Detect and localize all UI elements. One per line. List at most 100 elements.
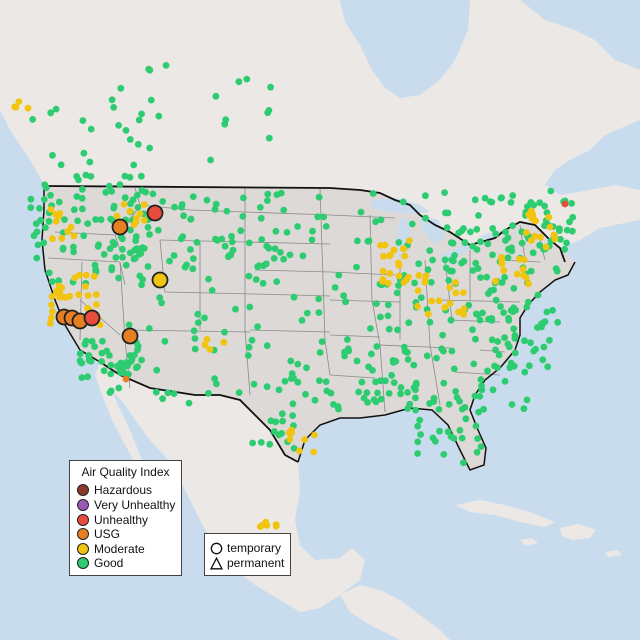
monitor-marker[interactable]: [92, 216, 99, 223]
monitor-marker[interactable]: [107, 361, 115, 369]
monitor-marker[interactable]: [130, 161, 138, 169]
monitor-marker[interactable]: [452, 289, 460, 297]
monitor-marker[interactable]: [263, 342, 271, 350]
monitor-marker[interactable]: [547, 187, 555, 195]
monitor-marker[interactable]: [237, 227, 245, 235]
monitor-marker[interactable]: [127, 200, 134, 208]
monitor-marker[interactable]: [367, 325, 374, 332]
monitor-marker[interactable]: [131, 351, 138, 359]
monitor-marker[interactable]: [78, 374, 86, 381]
monitor-marker[interactable]: [556, 225, 563, 233]
monitor-marker[interactable]: [299, 252, 307, 260]
monitor-marker[interactable]: [422, 192, 429, 200]
monitor-marker[interactable]: [245, 272, 253, 280]
monitor-marker[interactable]: [492, 296, 500, 304]
monitor-marker[interactable]: [395, 272, 403, 280]
monitor-marker[interactable]: [133, 191, 141, 199]
monitor-marker[interactable]: [126, 173, 134, 181]
monitor-marker[interactable]: [410, 361, 418, 369]
monitor-marker[interactable]: [472, 259, 480, 267]
monitor-marker[interactable]: [335, 271, 343, 279]
monitor-marker[interactable]: [131, 254, 139, 262]
monitor-marker[interactable]: [401, 348, 409, 355]
monitor-marker[interactable]: [421, 278, 429, 286]
monitor-marker[interactable]: [439, 331, 446, 339]
monitor-marker[interactable]: [470, 360, 478, 368]
monitor-marker[interactable]: [171, 203, 178, 211]
monitor-marker[interactable]: [414, 287, 422, 294]
monitor-marker[interactable]: [288, 370, 296, 377]
monitor-marker[interactable]: [481, 194, 489, 202]
monitor-marker[interactable]: [29, 116, 37, 123]
monitor-marker[interactable]: [87, 125, 95, 133]
monitor-marker[interactable]: [484, 240, 492, 248]
monitor-marker[interactable]: [412, 381, 420, 388]
monitor-marker[interactable]: [315, 309, 323, 316]
monitor-marker[interactable]: [81, 340, 89, 348]
monitor-marker[interactable]: [455, 308, 462, 316]
monitor-marker[interactable]: [138, 281, 146, 289]
monitor-marker[interactable]: [166, 257, 173, 265]
monitor-marker[interactable]: [84, 220, 92, 228]
monitor-marker[interactable]: [506, 364, 514, 372]
monitor-marker[interactable]: [563, 239, 570, 247]
monitor-marker[interactable]: [58, 284, 66, 292]
monitor-marker[interactable]: [122, 375, 130, 383]
monitor-marker[interactable]: [138, 356, 146, 364]
monitor-marker[interactable]: [417, 431, 424, 438]
monitor-marker[interactable]: [485, 315, 492, 323]
monitor-marker[interactable]: [283, 229, 291, 236]
monitor-marker[interactable]: [119, 245, 126, 253]
monitor-marker[interactable]: [82, 271, 90, 279]
monitor-marker[interactable]: [86, 158, 94, 166]
monitor-marker[interactable]: [515, 255, 523, 263]
monitor-marker[interactable]: [469, 326, 476, 334]
monitor-marker[interactable]: [414, 450, 421, 457]
monitor-marker[interactable]: [495, 351, 503, 359]
monitor-marker[interactable]: [100, 251, 108, 258]
monitor-marker[interactable]: [134, 140, 142, 148]
monitor-marker[interactable]: [484, 367, 491, 375]
monitor-marker[interactable]: [83, 309, 101, 327]
monitor-marker[interactable]: [403, 276, 411, 283]
monitor-marker[interactable]: [505, 343, 513, 351]
monitor-marker[interactable]: [315, 295, 323, 303]
monitor-marker[interactable]: [290, 293, 298, 301]
monitor-marker[interactable]: [115, 122, 122, 129]
monitor-marker[interactable]: [500, 267, 508, 274]
monitor-marker[interactable]: [545, 213, 553, 221]
monitor-marker[interactable]: [254, 263, 262, 270]
monitor-marker[interactable]: [49, 151, 56, 159]
monitor-marker[interactable]: [232, 305, 239, 313]
monitor-marker[interactable]: [384, 279, 392, 287]
monitor-marker[interactable]: [453, 394, 461, 401]
monitor-marker[interactable]: [549, 306, 556, 314]
monitor-marker[interactable]: [27, 195, 35, 203]
monitor-marker[interactable]: [125, 321, 133, 329]
monitor-marker[interactable]: [133, 245, 141, 253]
monitor-marker[interactable]: [475, 212, 482, 219]
monitor-marker[interactable]: [151, 271, 169, 289]
monitor-marker[interactable]: [75, 176, 82, 184]
monitor-marker[interactable]: [70, 243, 77, 251]
monitor-marker[interactable]: [298, 317, 306, 324]
monitor-marker[interactable]: [259, 279, 267, 287]
monitor-marker[interactable]: [78, 194, 86, 202]
monitor-marker[interactable]: [395, 239, 403, 246]
monitor-marker[interactable]: [117, 359, 125, 367]
monitor-marker[interactable]: [82, 171, 90, 179]
monitor-marker[interactable]: [257, 439, 265, 446]
monitor-marker[interactable]: [296, 447, 303, 455]
monitor-marker[interactable]: [110, 104, 118, 111]
monitor-marker[interactable]: [519, 265, 527, 273]
monitor-marker[interactable]: [320, 213, 328, 221]
monitor-marker[interactable]: [75, 291, 83, 299]
monitor-marker[interactable]: [429, 434, 437, 442]
monitor-marker[interactable]: [235, 78, 243, 86]
monitor-marker[interactable]: [511, 349, 519, 357]
monitor-marker[interactable]: [404, 405, 412, 412]
monitor-marker[interactable]: [137, 250, 145, 257]
monitor-marker[interactable]: [510, 325, 518, 333]
monitor-marker[interactable]: [149, 190, 157, 198]
monitor-marker[interactable]: [250, 380, 258, 388]
